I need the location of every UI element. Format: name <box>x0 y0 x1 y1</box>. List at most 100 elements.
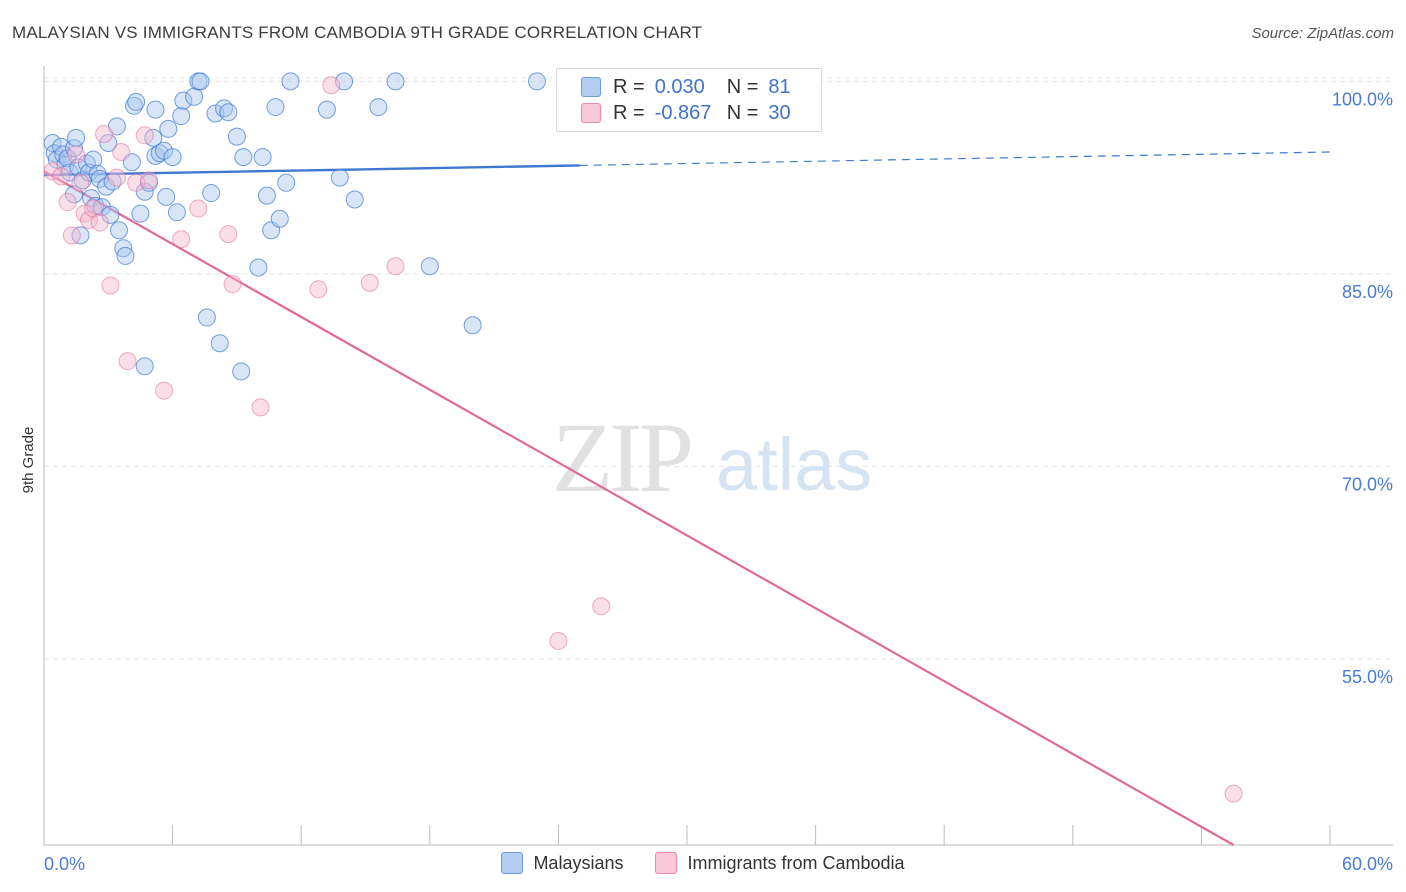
legend-r-label: R = <box>613 75 645 98</box>
x-tick-label: 60.0% <box>1342 854 1393 874</box>
point-malaysians <box>163 148 182 167</box>
legend-swatch-pink <box>581 103 601 123</box>
series-legend: Malaysians Immigrants from Cambodia <box>0 852 1406 874</box>
point-malaysians <box>386 72 405 91</box>
data-points <box>43 72 1243 803</box>
point-cambodia <box>67 145 86 164</box>
legend-n-value: 81 <box>768 75 791 98</box>
y-tick-label: 100.0% <box>1332 89 1393 109</box>
legend-r-label: R = <box>613 101 645 124</box>
point-cambodia <box>386 257 405 276</box>
point-malaysians <box>266 98 285 117</box>
chart-title: MALAYSIAN VS IMMIGRANTS FROM CAMBODIA 9T… <box>12 23 703 42</box>
watermark-atlas: atlas <box>716 423 873 506</box>
x-tick-label: 0.0% <box>44 854 85 874</box>
point-malaysians <box>167 203 186 222</box>
source-label: Source: ZipAtlas.com <box>1251 25 1394 42</box>
point-malaysians <box>527 72 546 91</box>
legend-n-value: 30 <box>768 101 791 124</box>
point-malaysians <box>191 72 210 91</box>
correlation-legend: R = 0.030 N = 81 R = -0.867 N = 30 <box>556 68 822 132</box>
point-cambodia <box>90 213 109 232</box>
point-malaysians <box>202 184 221 203</box>
point-malaysians <box>330 168 349 187</box>
point-cambodia <box>58 193 77 212</box>
point-malaysians <box>249 258 268 277</box>
point-malaysians <box>116 246 135 265</box>
point-malaysians <box>135 357 154 376</box>
legend-swatch-blue <box>501 852 524 874</box>
point-cambodia <box>189 199 208 218</box>
point-malaysians <box>110 221 129 240</box>
point-cambodia <box>95 125 114 144</box>
point-cambodia <box>155 381 174 400</box>
point-malaysians <box>101 205 120 224</box>
y-axis-label: 9th Grade <box>20 427 37 494</box>
point-malaysians <box>159 119 178 138</box>
legend-r-value: -0.867 <box>654 101 712 124</box>
point-malaysians <box>232 362 251 381</box>
point-malaysians <box>463 316 482 335</box>
point-malaysians <box>206 104 225 123</box>
point-malaysians <box>317 100 336 119</box>
point-malaysians <box>65 185 84 204</box>
legend-r-value: 0.030 <box>654 75 705 98</box>
trend-lines <box>43 151 1331 846</box>
point-cambodia <box>1224 784 1243 803</box>
point-cambodia <box>219 225 238 244</box>
legend-label-malaysians: Malaysians <box>533 852 624 873</box>
point-malaysians <box>253 148 272 167</box>
point-cambodia <box>172 230 191 249</box>
point-malaysians <box>369 98 388 117</box>
point-malaysians <box>420 257 439 276</box>
point-cambodia <box>309 280 328 299</box>
point-cambodia <box>71 173 90 192</box>
point-cambodia <box>549 631 568 650</box>
legend-label-cambodia: Immigrants from Cambodia <box>687 852 905 873</box>
trend-line-cambodia <box>43 170 1235 846</box>
point-cambodia <box>140 171 159 190</box>
point-cambodia <box>101 276 120 295</box>
point-cambodia <box>62 226 81 245</box>
point-malaysians <box>172 107 191 126</box>
tick-labels: 100.0% 85.0% 70.0% 55.0% 0.0% 60.0% <box>44 89 1393 874</box>
point-malaysians <box>277 173 296 192</box>
trend-line-malaysians <box>43 164 580 177</box>
point-malaysians <box>174 91 193 110</box>
point-malaysians <box>219 103 238 122</box>
point-malaysians <box>185 87 204 106</box>
legend-item-malaysians: Malaysians <box>501 852 623 874</box>
point-cambodia <box>112 142 131 161</box>
point-malaysians <box>210 334 229 353</box>
point-malaysians <box>234 148 253 167</box>
point-cambodia <box>80 211 99 230</box>
point-malaysians <box>157 187 176 206</box>
point-malaysians <box>257 186 276 205</box>
point-malaysians <box>99 134 118 153</box>
point-cambodia <box>592 597 611 616</box>
point-malaysians <box>52 137 71 156</box>
point-cambodia <box>107 168 126 187</box>
point-cambodia <box>135 126 154 145</box>
legend-row-cambodia: R = -0.867 N = 30 <box>581 100 791 126</box>
point-cambodia <box>360 273 379 292</box>
legend-n-label: N = <box>726 101 759 124</box>
point-malaysians <box>197 308 216 327</box>
point-cambodia <box>52 167 71 186</box>
axes <box>43 66 1393 846</box>
point-malaysians <box>270 209 289 228</box>
legend-n-label: N = <box>726 75 759 98</box>
point-malaysians <box>84 150 103 169</box>
legend-item-cambodia: Immigrants from Cambodia <box>655 852 905 874</box>
point-malaysians <box>227 127 246 146</box>
y-tick-label: 85.0% <box>1342 282 1393 302</box>
legend-row-malaysians: R = 0.030 N = 81 <box>581 74 791 100</box>
y-tick-label: 55.0% <box>1342 667 1393 687</box>
point-cambodia <box>43 162 62 181</box>
point-cambodia <box>118 352 137 371</box>
point-cambodia <box>251 398 270 417</box>
point-malaysians <box>131 204 150 223</box>
point-cambodia <box>322 76 341 95</box>
trend-line-malaysians-extrapolated <box>579 151 1331 167</box>
